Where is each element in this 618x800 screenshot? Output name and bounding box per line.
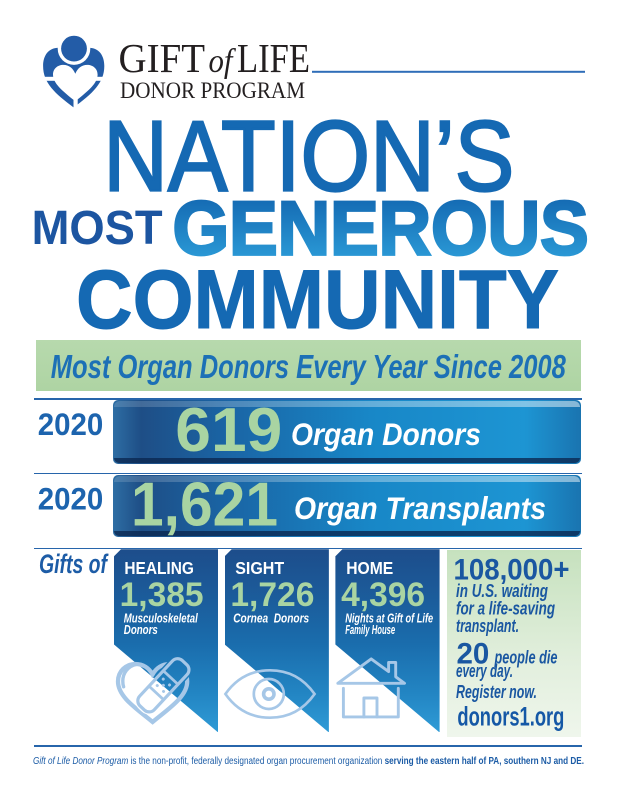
svg-text:HOME: HOME (346, 558, 393, 578)
svg-text:Gift of Life Donor Program is: Gift of Life Donor Program is the non-pr… (33, 756, 584, 767)
svg-text:DONOR PROGRAM: DONOR PROGRAM (120, 78, 305, 103)
svg-text:619: 619 (175, 396, 282, 465)
svg-text:4,396: 4,396 (341, 576, 425, 614)
svg-text:1,726: 1,726 (230, 576, 314, 614)
svg-text:LIFE: LIFE (237, 35, 310, 81)
svg-text:transplant.: transplant. (456, 616, 519, 636)
svg-text:for a life-saving: for a life-saving (456, 598, 555, 618)
svg-text:donors1.org: donors1.org (457, 702, 564, 732)
svg-text:1,385: 1,385 (120, 576, 204, 614)
svg-text:2020: 2020 (38, 407, 104, 442)
svg-text:Most Organ Donors Every Year S: Most Organ Donors Every Year Since 2008 (51, 348, 566, 385)
svg-text:2020: 2020 (38, 481, 104, 516)
svg-text:GIFT: GIFT (119, 35, 206, 81)
svg-text:Organ Donors: Organ Donors (291, 417, 481, 452)
svg-text:Musculoskeletal: Musculoskeletal (124, 611, 198, 625)
svg-text:every day.: every day. (456, 661, 513, 681)
svg-text:MOST: MOST (32, 201, 163, 255)
svg-text:COMMUNITY: COMMUNITY (76, 252, 559, 346)
svg-text:people die: people die (494, 646, 558, 667)
svg-text:108,000+: 108,000+ (454, 554, 570, 587)
svg-text:of: of (209, 43, 237, 80)
svg-text:Nights at Gift of Life: Nights at Gift of Life (345, 611, 433, 625)
svg-text:Organ Transplants: Organ Transplants (294, 491, 546, 526)
svg-text:20: 20 (457, 637, 490, 670)
svg-text:Cornea Donors: Cornea Donors (233, 611, 309, 625)
svg-text:in U.S. waiting: in U.S. waiting (456, 581, 548, 601)
svg-text:Family House: Family House (345, 623, 395, 637)
svg-text:Gifts of: Gifts of (39, 549, 109, 579)
svg-text:GENEROUS: GENEROUS (173, 186, 589, 271)
svg-text:1,621: 1,621 (131, 470, 278, 539)
svg-text:NATION’S: NATION’S (103, 100, 514, 212)
svg-text:SIGHT: SIGHT (235, 558, 284, 578)
svg-text:HEALING: HEALING (124, 558, 193, 578)
svg-text:Donors: Donors (124, 623, 158, 637)
svg-text:Register now.: Register now. (456, 682, 537, 702)
